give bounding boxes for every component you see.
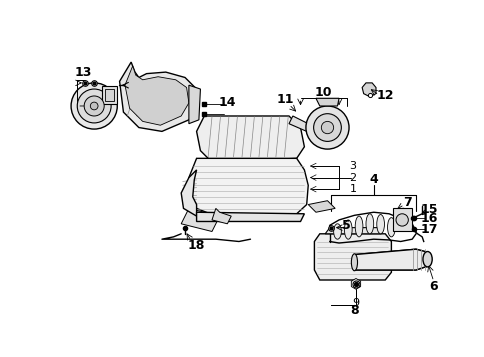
Circle shape [77,89,111,123]
Text: 17: 17 [420,223,437,236]
Circle shape [313,114,341,141]
Text: 2: 2 [348,172,356,182]
Ellipse shape [387,218,394,237]
Polygon shape [350,278,360,289]
Ellipse shape [422,252,431,267]
Text: 12: 12 [376,89,393,102]
Polygon shape [315,98,338,106]
Text: 8: 8 [349,304,358,317]
Polygon shape [105,89,114,101]
Polygon shape [354,249,427,270]
Text: 9: 9 [352,298,359,308]
Polygon shape [392,208,411,231]
Polygon shape [125,66,188,125]
Text: 6: 6 [428,281,437,293]
Polygon shape [314,234,391,280]
Text: 14: 14 [218,96,236,109]
Polygon shape [120,62,198,131]
Polygon shape [324,228,380,234]
Ellipse shape [344,220,351,239]
Ellipse shape [350,254,357,271]
Polygon shape [196,116,304,162]
Polygon shape [188,85,200,124]
Ellipse shape [354,216,362,237]
Polygon shape [181,170,196,216]
Circle shape [84,96,104,116]
Text: 1: 1 [348,184,356,194]
Polygon shape [362,83,375,97]
Text: 16: 16 [420,212,437,225]
Text: 15: 15 [420,203,437,216]
Text: 10: 10 [314,86,332,99]
Polygon shape [288,116,308,131]
Ellipse shape [365,214,373,234]
Circle shape [321,121,333,134]
Polygon shape [102,86,117,105]
Circle shape [90,102,98,110]
Text: 4: 4 [368,174,378,186]
Text: 3: 3 [348,161,356,171]
Polygon shape [188,159,308,216]
Circle shape [71,83,117,129]
Ellipse shape [376,215,384,234]
Polygon shape [212,208,231,224]
Polygon shape [196,212,304,221]
Text: 5: 5 [342,219,350,232]
Text: 7: 7 [402,196,411,209]
Ellipse shape [333,224,341,239]
Text: 18: 18 [187,239,205,252]
Circle shape [305,106,348,149]
Text: 11: 11 [276,93,293,106]
Text: 13: 13 [75,66,92,79]
Circle shape [395,214,408,226]
Polygon shape [181,208,219,231]
Polygon shape [308,201,334,212]
